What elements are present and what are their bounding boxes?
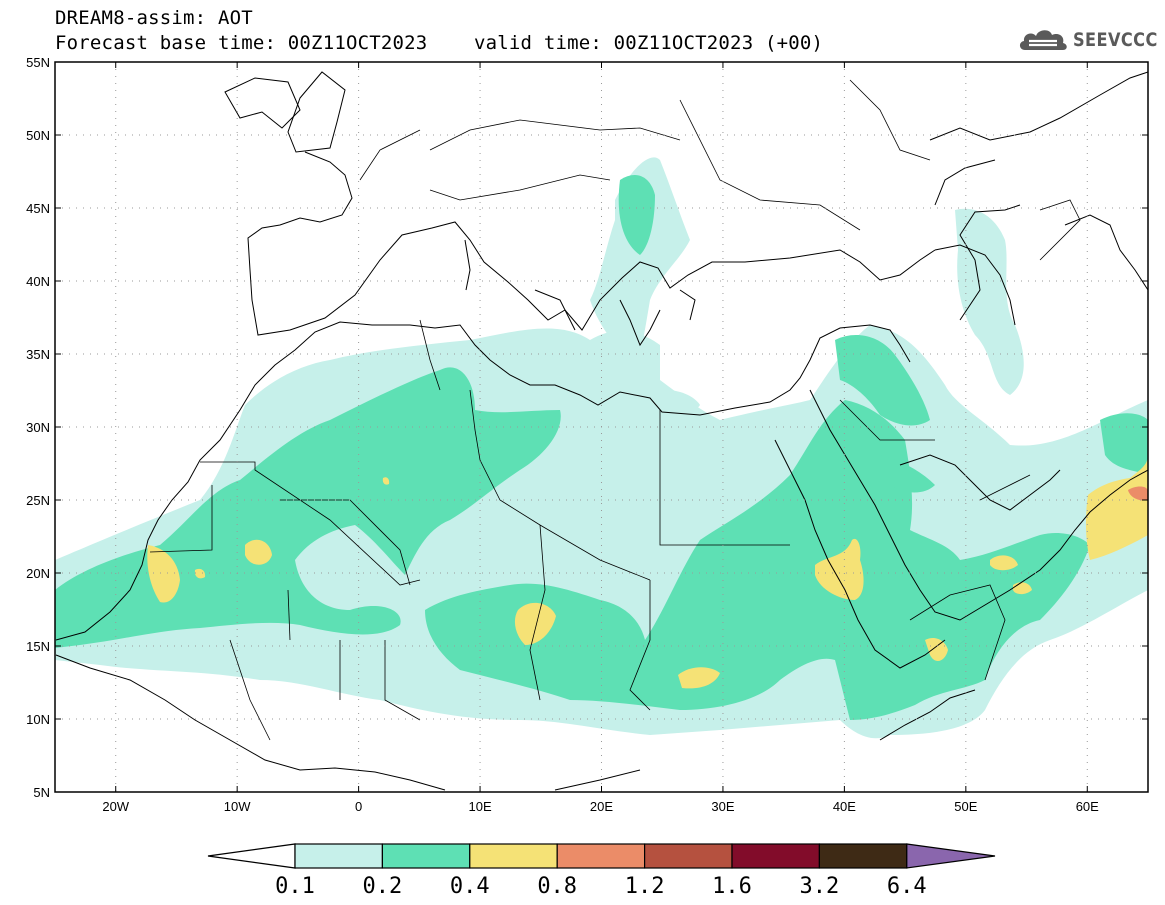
colorbar-high-triangle xyxy=(906,843,996,869)
colorbar-label: 0.4 xyxy=(450,874,490,899)
colorbar-label: 0.1 xyxy=(275,874,315,899)
latitude-labels: 55N 50N 45N 40N 35N 30N 25N 20N 15N 10N 5N xyxy=(26,55,1148,800)
aot-0.4-0.8-fill xyxy=(147,455,1148,689)
colorbar-segment xyxy=(643,843,733,869)
colorbar-segment xyxy=(556,843,646,869)
colorbar-segment xyxy=(731,843,821,869)
country-borders xyxy=(149,79,1081,741)
colorbar-low-triangle xyxy=(207,843,296,869)
cloud-icon xyxy=(1019,30,1067,50)
lon-label: 10E xyxy=(468,799,491,814)
lat-label: 45N xyxy=(26,201,50,216)
lat-label: 30N xyxy=(26,420,50,435)
lat-label: 5N xyxy=(33,785,50,800)
seevccc-logo: SEEVCCC xyxy=(1017,24,1165,56)
logo-text: SEEVCCC xyxy=(1073,29,1158,51)
colorbar-label: 0.8 xyxy=(537,874,577,899)
lat-label: 25N xyxy=(26,493,50,508)
lon-label: 20E xyxy=(590,799,613,814)
colorbar-segment xyxy=(381,843,471,869)
colorbar-label: 1.2 xyxy=(625,874,665,899)
lat-label: 50N xyxy=(26,128,50,143)
colorbar-segment xyxy=(469,843,558,869)
lon-label: 40E xyxy=(833,799,856,814)
lat-label: 10N xyxy=(26,712,50,727)
forecast-times: Forecast base time: 00Z11OCT2023 valid t… xyxy=(55,32,824,54)
lat-label: 55N xyxy=(26,55,50,70)
colorbar-label: 3.2 xyxy=(800,874,840,899)
map-title: DREAM8-assim: AOT xyxy=(55,7,253,29)
aot-0.8-1.2-fill xyxy=(1128,486,1148,501)
colorbar-label: 1.6 xyxy=(712,874,752,899)
colorbar-segment xyxy=(818,843,908,869)
lat-label: 35N xyxy=(26,347,50,362)
lon-label: 20W xyxy=(102,799,129,814)
lon-label: 0 xyxy=(355,799,362,814)
lon-label: 30E xyxy=(711,799,734,814)
colorbar-label: 0.2 xyxy=(363,874,403,899)
lat-label: 40N xyxy=(26,274,50,289)
lon-label: 60E xyxy=(1076,799,1099,814)
lon-label: 10W xyxy=(224,799,251,814)
colorbar-segment xyxy=(294,843,384,869)
lat-label: 20N xyxy=(26,566,50,581)
longitude-labels: 20W 10W 0 10E 20E 30E 40E 50E 60E xyxy=(102,62,1099,814)
aot-0.2-0.4-fill xyxy=(55,175,1148,720)
colorbar-label: 6.4 xyxy=(887,874,927,899)
colorbar: 0.1 0.2 0.4 0.8 1.2 1.6 3.2 6.4 xyxy=(207,843,996,899)
graticule xyxy=(55,62,1148,792)
coastlines xyxy=(55,71,1148,791)
lat-label: 15N xyxy=(26,639,50,654)
lon-label: 50E xyxy=(954,799,977,814)
